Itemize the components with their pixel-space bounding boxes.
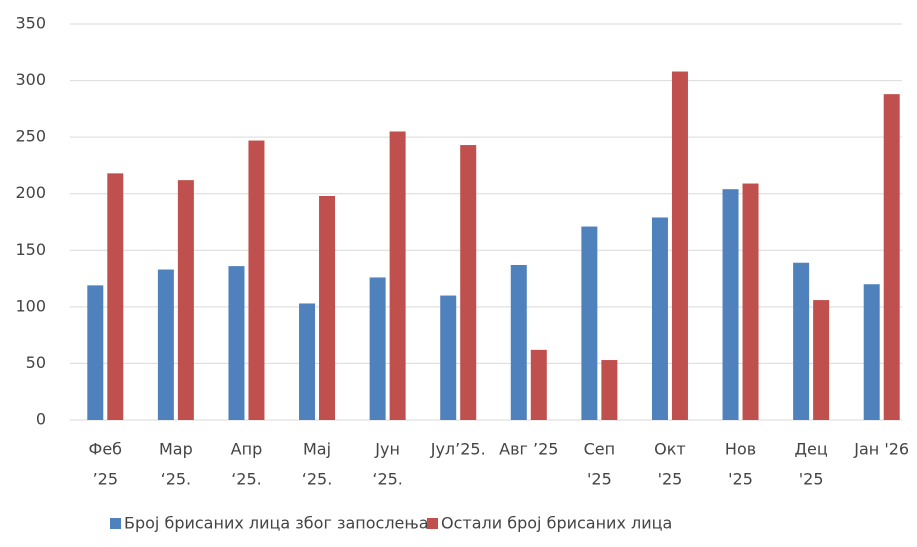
bar [319,195,336,420]
y-tick-label: 250 [15,127,46,146]
x-tick-label: Јул’25. [430,440,486,459]
x-tick-label: Јун [374,440,400,459]
x-tick-label: Окт [654,440,686,459]
y-tick-label: 0 [36,410,46,429]
y-tick-label: 100 [15,296,46,315]
y-tick-label: 300 [15,70,46,89]
bar [248,140,265,420]
x-tick-label: Мар [159,440,193,459]
y-tick-label: 150 [15,240,46,259]
legend-label: Остали број брисаних лица [441,514,672,533]
x-tick-label: Јан '26 [853,440,909,459]
x-tick-label: '25 [799,470,824,489]
bar [299,303,316,420]
x-tick-label: Феб [89,440,122,459]
bar [369,277,386,420]
bar [863,284,880,420]
x-tick-label: Апр [231,440,263,459]
x-tick-label: ‘25. [302,470,333,489]
bar [883,94,900,421]
y-tick-label: 350 [15,14,46,33]
y-tick-label: 50 [26,353,46,372]
bar [722,189,739,420]
x-tick-label: Мај [303,440,331,459]
bar [813,300,830,420]
x-tick-label: ‘25. [231,470,262,489]
bar [87,285,104,420]
legend-label: Број брисаних лица због запослења [124,514,429,533]
legend-swatch [427,518,438,529]
bar [177,180,194,420]
x-tick-label: ‘25. [372,470,403,489]
x-tick-label: Авг ’25 [499,440,558,459]
x-tick-label: ‘25. [161,470,192,489]
bar [601,360,618,420]
x-tick-label: '25 [728,470,753,489]
x-tick-label: '25 [658,470,683,489]
bar [460,145,477,420]
bar [157,269,174,420]
bar [742,183,759,420]
x-tick-label: Дец [795,440,828,459]
bar [228,266,245,420]
bar [651,217,668,420]
bar [510,264,527,420]
y-tick-label: 200 [15,183,46,202]
bar [793,262,810,420]
bar [107,173,124,420]
x-tick-label: Сеп [584,440,615,459]
bar [581,226,598,420]
x-tick-label: ’25 [93,470,118,489]
x-tick-label: '25 [587,470,612,489]
bar [530,349,547,420]
legend-swatch [110,518,121,529]
bar [389,131,406,420]
bar [440,295,457,420]
x-tick-label: Нов [725,440,756,459]
bar [671,71,688,421]
